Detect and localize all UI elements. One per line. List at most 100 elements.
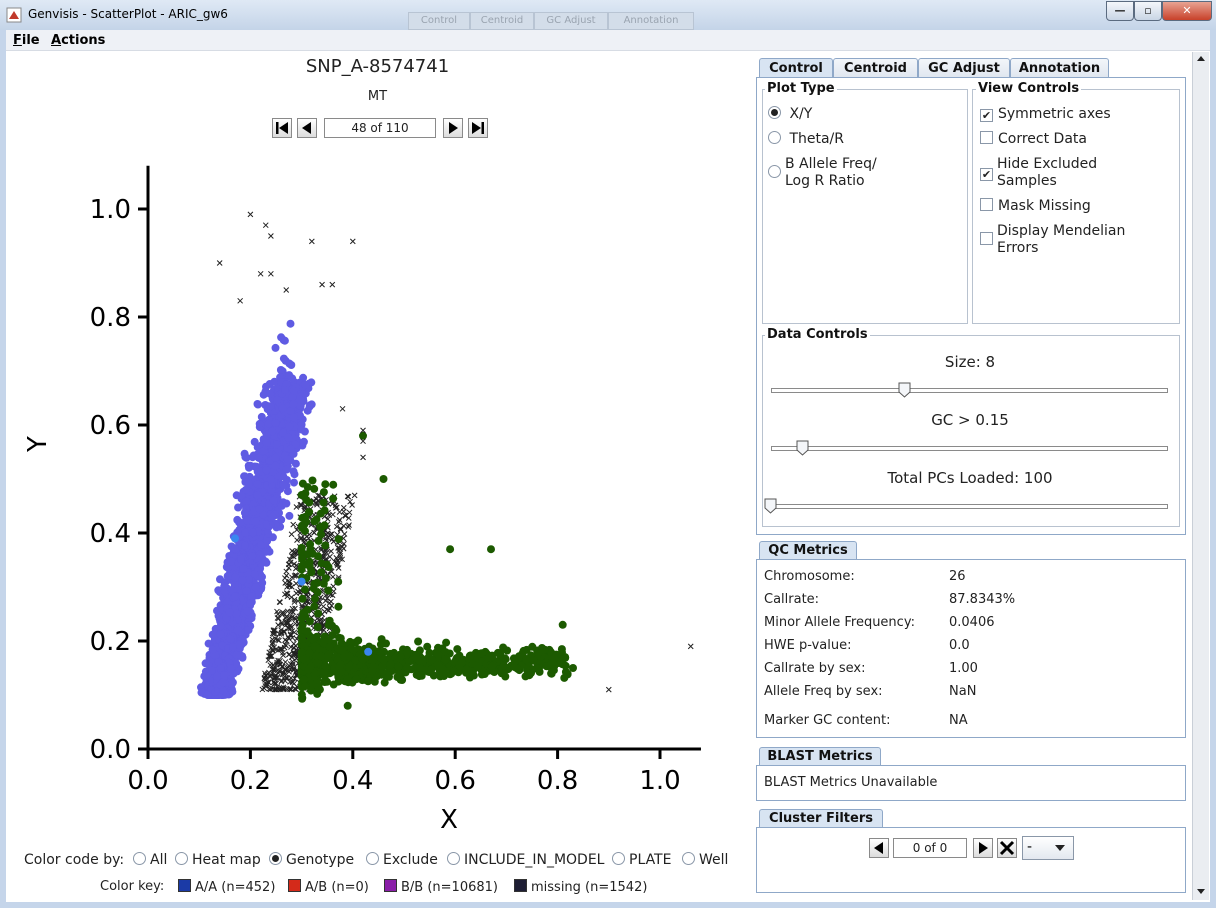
y-tick-label: 0.8 bbox=[90, 303, 131, 333]
size-slider-thumb[interactable] bbox=[898, 382, 911, 398]
plot-type-xy[interactable]: X/Y bbox=[768, 106, 812, 122]
ab-point bbox=[317, 568, 326, 577]
missing-point bbox=[284, 619, 291, 626]
bb-point bbox=[283, 487, 292, 496]
qc-metric-key: Callrate by sex: bbox=[764, 661, 866, 676]
gc-slider-track[interactable] bbox=[771, 446, 1168, 451]
last-marker-button[interactable] bbox=[468, 118, 488, 138]
missing-point bbox=[334, 562, 341, 569]
pcs-slider-track[interactable] bbox=[771, 504, 1168, 509]
ab-point bbox=[398, 676, 407, 684]
outlier-point bbox=[237, 297, 244, 304]
qc-metrics-tab[interactable]: QC Metrics bbox=[759, 541, 857, 560]
color-code-well[interactable]: Well bbox=[682, 852, 728, 868]
bb-point bbox=[286, 444, 295, 453]
ab-point bbox=[434, 662, 443, 671]
marker-position-field[interactable]: 48 of 110 bbox=[324, 118, 436, 138]
ghost-tab: Centroid bbox=[470, 12, 534, 30]
tab-control[interactable]: Control bbox=[759, 58, 833, 78]
ab-point bbox=[321, 480, 330, 489]
cluster-select[interactable]: - bbox=[1022, 836, 1074, 860]
scroll-down-icon[interactable] bbox=[1196, 888, 1206, 896]
outlier-point bbox=[319, 281, 325, 288]
next-icon bbox=[979, 842, 988, 854]
color-key-aa: A/A (n=452) bbox=[178, 879, 275, 895]
missing-point bbox=[291, 615, 298, 622]
bb-point bbox=[284, 433, 293, 442]
color-code-all[interactable]: All bbox=[133, 852, 167, 868]
previous-marker-button[interactable] bbox=[297, 118, 317, 138]
bb-point bbox=[262, 466, 271, 475]
color-code-include-in-model[interactable]: INCLUDE_IN_MODEL bbox=[447, 852, 604, 868]
color-code-genotype[interactable]: Genotype bbox=[269, 852, 354, 868]
tab-annotation[interactable]: Annotation bbox=[1010, 58, 1109, 78]
cluster-next-button[interactable] bbox=[973, 838, 993, 858]
hide-excluded-checkbox[interactable]: ✔ bbox=[980, 165, 998, 181]
delete-cluster-button[interactable] bbox=[997, 838, 1017, 858]
missing-point bbox=[282, 675, 289, 681]
gc-slider-thumb[interactable] bbox=[796, 440, 809, 456]
missing-point bbox=[291, 561, 298, 567]
menu-file[interactable]: File bbox=[13, 33, 40, 48]
first-marker-button[interactable] bbox=[272, 118, 292, 138]
ab-point bbox=[299, 655, 308, 664]
cluster-previous-button[interactable] bbox=[869, 838, 889, 858]
ab-point bbox=[370, 677, 379, 686]
bb-point bbox=[203, 691, 212, 699]
missing-point bbox=[342, 512, 348, 519]
missing-point bbox=[280, 670, 287, 676]
missing-point bbox=[333, 554, 340, 561]
tab-centroid[interactable]: Centroid bbox=[833, 58, 918, 78]
plot-type-baf-lrr[interactable] bbox=[768, 165, 785, 181]
ab-point bbox=[297, 547, 306, 556]
next-marker-button[interactable] bbox=[443, 118, 463, 138]
size-slider-track[interactable] bbox=[771, 388, 1168, 393]
correct-data-checkbox[interactable]: Correct Data bbox=[980, 131, 1087, 147]
qc-metric-key: Marker GC content: bbox=[764, 713, 891, 728]
bb-point bbox=[288, 393, 297, 402]
cluster-filters-tab[interactable]: Cluster Filters bbox=[759, 809, 883, 828]
mask-missing-checkbox[interactable]: Mask Missing bbox=[980, 198, 1091, 214]
bb-point bbox=[248, 528, 257, 537]
bb-point bbox=[307, 378, 316, 387]
missing-point bbox=[277, 599, 283, 606]
ab-point bbox=[297, 625, 306, 634]
outlier-point bbox=[247, 211, 254, 218]
scroll-up-icon[interactable] bbox=[1196, 54, 1206, 62]
ab-point bbox=[306, 540, 315, 549]
y-tick-label: 0.0 bbox=[90, 735, 131, 765]
missing-point bbox=[283, 620, 290, 626]
panel-scrollbar[interactable] bbox=[1192, 52, 1209, 900]
color-code-plate[interactable]: PLATE bbox=[612, 852, 671, 868]
bb-point bbox=[258, 578, 267, 587]
bb-point bbox=[254, 400, 262, 409]
blast-metrics-tab[interactable]: BLAST Metrics bbox=[759, 747, 881, 766]
ab-point bbox=[535, 664, 543, 673]
ab-point bbox=[334, 577, 343, 586]
color-code-exclude[interactable]: Exclude bbox=[366, 852, 438, 868]
bb-point bbox=[227, 557, 236, 566]
symmetric-axes-checkbox[interactable]: ✔ Symmetric axes bbox=[980, 106, 1111, 122]
pcs-slider-thumb[interactable] bbox=[764, 498, 777, 514]
maximize-button[interactable]: ▫ bbox=[1134, 1, 1162, 21]
ab-point bbox=[308, 549, 317, 558]
bb-point bbox=[220, 671, 229, 680]
menu-actions[interactable]: Actions bbox=[51, 33, 106, 48]
ab-point bbox=[428, 655, 436, 664]
cluster-position-field[interactable]: 0 of 0 bbox=[893, 838, 967, 858]
outlier-point bbox=[339, 405, 346, 412]
bb-point bbox=[262, 439, 271, 447]
close-button[interactable]: ✕ bbox=[1162, 1, 1212, 21]
missing-point bbox=[287, 632, 294, 638]
tab-gc-adjust[interactable]: GC Adjust bbox=[918, 58, 1010, 78]
color-code-heatmap[interactable]: Heat map bbox=[175, 852, 261, 868]
mendelian-errors-checkbox[interactable] bbox=[980, 232, 998, 248]
plot-type-theta-r[interactable]: Theta/R bbox=[768, 131, 844, 147]
ab-point bbox=[337, 667, 346, 676]
ab-point bbox=[314, 609, 323, 618]
missing-point bbox=[311, 529, 318, 536]
missing-point bbox=[279, 685, 285, 692]
ab-point bbox=[462, 665, 471, 674]
minimize-button[interactable]: — bbox=[1106, 1, 1134, 21]
scatter-plot[interactable]: 0.00.0 0.2 0.2 0.4 0.4 0.6 0.6 0.8 0.8 1.0 1.0 X Y bbox=[0, 150, 740, 850]
